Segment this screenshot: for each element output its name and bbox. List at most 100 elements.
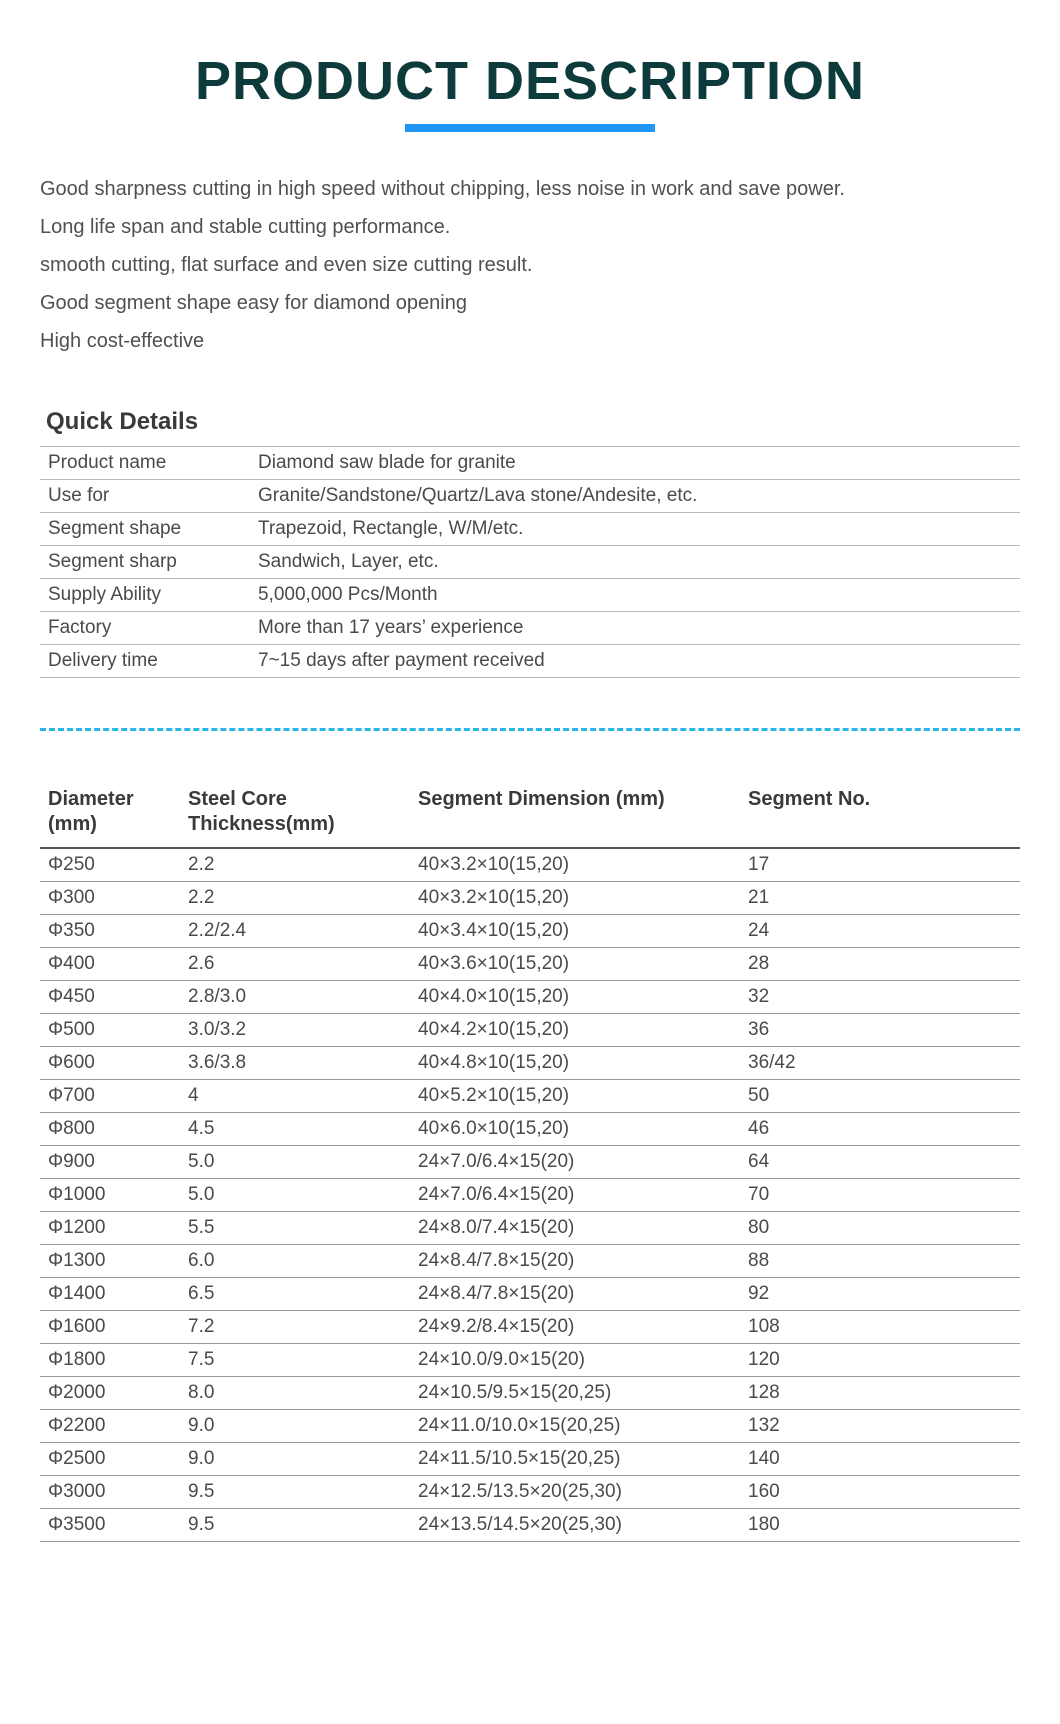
spec-cell: 9.5 xyxy=(180,1509,410,1542)
details-value: 5,000,000 Pcs/Month xyxy=(250,579,1020,612)
spec-cell: 80 xyxy=(740,1212,1020,1245)
spec-row: Φ4002.640×3.6×10(15,20)28 xyxy=(40,948,1020,981)
spec-cell: 17 xyxy=(740,848,1020,882)
spec-cell: 7.2 xyxy=(180,1311,410,1344)
spec-cell: Φ1000 xyxy=(40,1179,180,1212)
description-line: Good segment shape easy for diamond open… xyxy=(40,286,1020,320)
details-row: Product nameDiamond saw blade for granit… xyxy=(40,447,1020,480)
spec-cell: Φ3500 xyxy=(40,1509,180,1542)
spec-cell: Φ1300 xyxy=(40,1245,180,1278)
spec-cell: 2.6 xyxy=(180,948,410,981)
spec-row: Φ10005.024×7.0/6.4×15(20)70 xyxy=(40,1179,1020,1212)
spec-cell: 40×4.8×10(15,20) xyxy=(410,1047,740,1080)
details-value: More than 17 years’ experience xyxy=(250,612,1020,645)
description-line: smooth cutting, flat surface and even si… xyxy=(40,248,1020,282)
spec-cell: 160 xyxy=(740,1476,1020,1509)
spec-cell: 140 xyxy=(740,1443,1020,1476)
spec-row: Φ6003.6/3.840×4.8×10(15,20)36/42 xyxy=(40,1047,1020,1080)
spec-row: Φ13006.024×8.4/7.8×15(20)88 xyxy=(40,1245,1020,1278)
spec-column-header: Segment No. xyxy=(740,781,1020,848)
spec-cell: 120 xyxy=(740,1344,1020,1377)
spec-cell: 6.5 xyxy=(180,1278,410,1311)
spec-cell: 40×6.0×10(15,20) xyxy=(410,1113,740,1146)
spec-column-header: Segment Dimension (mm) xyxy=(410,781,740,848)
spec-cell: 7.5 xyxy=(180,1344,410,1377)
spec-cell: 128 xyxy=(740,1377,1020,1410)
details-value: 7~15 days after payment received xyxy=(250,645,1020,678)
details-value: Diamond saw blade for granite xyxy=(250,447,1020,480)
spec-cell: 108 xyxy=(740,1311,1020,1344)
spec-cell: 24×11.5/10.5×15(20,25) xyxy=(410,1443,740,1476)
spec-cell: 6.0 xyxy=(180,1245,410,1278)
details-row: Use forGranite/Sandstone/Quartz/Lava sto… xyxy=(40,480,1020,513)
details-label: Supply Ability xyxy=(40,579,250,612)
spec-cell: 180 xyxy=(740,1509,1020,1542)
title-underline xyxy=(405,124,655,132)
spec-cell: 24×10.0/9.0×15(20) xyxy=(410,1344,740,1377)
spec-table: Diameter (mm)Steel Core Thickness(mm)Seg… xyxy=(40,781,1020,1542)
spec-cell: 46 xyxy=(740,1113,1020,1146)
spec-cell: 2.8/3.0 xyxy=(180,981,410,1014)
spec-cell: 50 xyxy=(740,1080,1020,1113)
details-label: Delivery time xyxy=(40,645,250,678)
spec-cell: Φ900 xyxy=(40,1146,180,1179)
spec-cell: 24×7.0/6.4×15(20) xyxy=(410,1179,740,1212)
spec-cell: 70 xyxy=(740,1179,1020,1212)
spec-cell: 24×7.0/6.4×15(20) xyxy=(410,1146,740,1179)
quick-details-table: Product nameDiamond saw blade for granit… xyxy=(40,446,1020,678)
spec-cell: 92 xyxy=(740,1278,1020,1311)
spec-cell: Φ1400 xyxy=(40,1278,180,1311)
spec-cell: 24×12.5/13.5×20(25,30) xyxy=(410,1476,740,1509)
details-value: Granite/Sandstone/Quartz/Lava stone/Ande… xyxy=(250,480,1020,513)
quick-details-heading: Quick Details xyxy=(40,408,1020,436)
spec-row: Φ9005.024×7.0/6.4×15(20)64 xyxy=(40,1146,1020,1179)
spec-cell: Φ800 xyxy=(40,1113,180,1146)
spec-row: Φ700440×5.2×10(15,20)50 xyxy=(40,1080,1020,1113)
spec-row: Φ3002.240×3.2×10(15,20)21 xyxy=(40,882,1020,915)
spec-cell: Φ700 xyxy=(40,1080,180,1113)
spec-cell: 24×8.4/7.8×15(20) xyxy=(410,1245,740,1278)
details-row: FactoryMore than 17 years’ experience xyxy=(40,612,1020,645)
spec-cell: Φ300 xyxy=(40,882,180,915)
spec-cell: 24×10.5/9.5×15(20,25) xyxy=(410,1377,740,1410)
spec-cell: 36/42 xyxy=(740,1047,1020,1080)
spec-cell: 9.0 xyxy=(180,1443,410,1476)
spec-cell: Φ3000 xyxy=(40,1476,180,1509)
spec-cell: Φ2000 xyxy=(40,1377,180,1410)
spec-cell: Φ350 xyxy=(40,915,180,948)
spec-cell: 88 xyxy=(740,1245,1020,1278)
spec-cell: 40×3.4×10(15,20) xyxy=(410,915,740,948)
spec-cell: Φ1600 xyxy=(40,1311,180,1344)
spec-cell: 3.0/3.2 xyxy=(180,1014,410,1047)
spec-row: Φ18007.524×10.0/9.0×15(20)120 xyxy=(40,1344,1020,1377)
spec-row: Φ4502.8/3.040×4.0×10(15,20)32 xyxy=(40,981,1020,1014)
dashed-divider xyxy=(40,728,1020,731)
spec-cell: Φ450 xyxy=(40,981,180,1014)
spec-cell: Φ250 xyxy=(40,848,180,882)
details-row: Delivery time7~15 days after payment rec… xyxy=(40,645,1020,678)
spec-cell: Φ1200 xyxy=(40,1212,180,1245)
spec-cell: Φ600 xyxy=(40,1047,180,1080)
description-line: Long life span and stable cutting perfor… xyxy=(40,210,1020,244)
spec-cell: 24 xyxy=(740,915,1020,948)
spec-row: Φ35009.524×13.5/14.5×20(25,30)180 xyxy=(40,1509,1020,1542)
spec-row: Φ22009.024×11.0/10.0×15(20,25)132 xyxy=(40,1410,1020,1443)
spec-cell: Φ500 xyxy=(40,1014,180,1047)
page-title: PRODUCT DESCRIPTION xyxy=(40,50,1020,112)
spec-row: Φ12005.524×8.0/7.4×15(20)80 xyxy=(40,1212,1020,1245)
spec-cell: 5.0 xyxy=(180,1179,410,1212)
spec-cell: 32 xyxy=(740,981,1020,1014)
details-label: Product name xyxy=(40,447,250,480)
spec-cell: 36 xyxy=(740,1014,1020,1047)
spec-row: Φ8004.540×6.0×10(15,20)46 xyxy=(40,1113,1020,1146)
spec-row: Φ14006.524×8.4/7.8×15(20)92 xyxy=(40,1278,1020,1311)
spec-cell: 40×3.2×10(15,20) xyxy=(410,882,740,915)
spec-cell: 40×3.6×10(15,20) xyxy=(410,948,740,981)
spec-row: Φ16007.224×9.2/8.4×15(20)108 xyxy=(40,1311,1020,1344)
spec-column-header: Steel Core Thickness(mm) xyxy=(180,781,410,848)
spec-cell: 9.0 xyxy=(180,1410,410,1443)
spec-cell: 4.5 xyxy=(180,1113,410,1146)
spec-cell: 28 xyxy=(740,948,1020,981)
spec-cell: 2.2 xyxy=(180,848,410,882)
spec-cell: 21 xyxy=(740,882,1020,915)
